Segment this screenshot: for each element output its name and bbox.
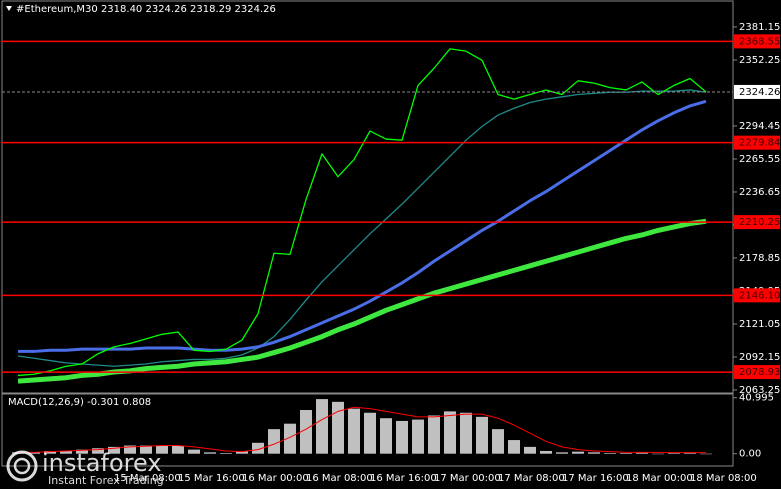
histogram-bar [316, 399, 328, 454]
histogram-bar [556, 452, 568, 454]
price-panel: 2381.152352.252294.452265.552236.652207.… [2, 22, 780, 396]
x-tick-label: 15 Mar 16:00 [178, 473, 245, 484]
histogram-bar [444, 411, 456, 454]
current-price-tag [734, 84, 780, 99]
level-tag [734, 135, 780, 150]
histogram-bar [332, 401, 344, 454]
x-tick-label: 16 Mar 16:00 [370, 473, 437, 484]
y-tick-label: 40.995 [739, 393, 774, 404]
macd-title: MACD(12,26,9) -0.301 0.808 [8, 397, 151, 408]
histogram-bar [652, 453, 664, 455]
y-tick-label: 2092.15 [739, 352, 780, 363]
macd-panel-frame [1, 393, 734, 467]
menu-triangle [6, 6, 12, 11]
level-tag [734, 365, 780, 380]
moving-average [17, 89, 707, 367]
y-tick-label: 2352.25 [739, 55, 780, 66]
histogram-bar [540, 450, 552, 454]
histogram-bar [124, 445, 136, 454]
histogram-bar [588, 452, 600, 454]
histogram-bar [188, 449, 200, 454]
x-tick-label: 16 Mar 00:00 [242, 473, 309, 484]
histogram-bar [140, 445, 152, 454]
histogram-bar [396, 420, 408, 454]
x-tick-label: 17 Mar 00:00 [434, 473, 501, 484]
histogram-bar [348, 408, 360, 454]
moving-average [17, 218, 707, 384]
histogram-bar [524, 446, 536, 454]
y-tick-label: 2178.85 [739, 253, 780, 264]
histogram-bar [220, 453, 232, 454]
histogram-bar [172, 445, 184, 454]
watermark-brand: instaforex [42, 449, 162, 477]
histogram-bar [76, 449, 88, 454]
y-tick-label: 2063.25 [739, 385, 780, 396]
x-tick-label: 17 Mar 16:00 [562, 473, 629, 484]
x-tick-label: 16 Mar 08:00 [306, 473, 373, 484]
y-tick-label: 2121.05 [739, 319, 780, 330]
histogram-bar [284, 423, 296, 454]
histogram-bar [268, 429, 280, 454]
y-tick-label: 2265.55 [739, 154, 780, 165]
x-tick-label: 17 Mar 08:00 [498, 473, 565, 484]
histogram-bar [60, 450, 72, 454]
histogram-bar [700, 453, 712, 455]
x-tick-label: 15 Mar 08:00 [114, 473, 181, 484]
level-label: 2078.93 [739, 367, 780, 378]
level-tag [734, 215, 780, 230]
level-label: 2210.25 [739, 217, 780, 228]
histogram-bar [428, 415, 440, 454]
level-label: 2279.84 [739, 138, 780, 149]
price-panel-frame [1, 0, 734, 394]
x-tick-label: 18 Mar 00:00 [626, 473, 693, 484]
histogram-bar [636, 452, 648, 454]
chart-title: #Ethereum,M30 2318.40 2324.26 2318.29 23… [16, 4, 276, 15]
histogram-bar [460, 412, 472, 454]
level-tag [734, 288, 780, 303]
histogram-bar [668, 453, 680, 454]
signal-line [18, 406, 707, 454]
histogram-bar [44, 450, 56, 454]
histogram-bar [572, 451, 584, 454]
histogram-bar [412, 419, 424, 454]
histogram-bar [492, 429, 504, 454]
histogram-bar [92, 448, 104, 454]
histogram-bar [604, 453, 616, 454]
macd-panel: 40.995 0.00 [12, 393, 774, 460]
moving-average [18, 99, 707, 353]
level-tag [734, 34, 780, 49]
y-tick-label: 2381.15 [739, 22, 780, 33]
current-price-label: 2324.26 [739, 87, 780, 98]
price-line [17, 48, 707, 377]
logo-ring [6, 450, 38, 482]
x-tick-label: 18 Mar 08:00 [690, 473, 757, 484]
histogram-bar [236, 450, 248, 454]
logo-ring-inner [13, 457, 31, 475]
histogram-bar [156, 445, 168, 454]
histogram-bar [380, 418, 392, 454]
y-tick-label: 0.00 [739, 449, 761, 460]
histogram-bar [108, 446, 120, 454]
histogram-bar [620, 453, 632, 454]
watermark-slogan: Instant Forex Trading [48, 474, 164, 487]
histogram-bar [204, 452, 216, 454]
histogram-bar [28, 452, 40, 454]
level-label: 2368.55 [739, 36, 780, 47]
y-tick-label: 2294.45 [739, 121, 780, 132]
watermark: instaforex Instant Forex Trading [6, 449, 164, 487]
histogram-bar [476, 416, 488, 454]
histogram-bar [300, 410, 312, 454]
y-tick-label: 2236.65 [739, 187, 780, 198]
histogram-bar [252, 442, 264, 454]
histogram-bar [364, 412, 376, 454]
histogram-bar [508, 440, 520, 454]
level-label: 2146.10 [739, 290, 780, 301]
